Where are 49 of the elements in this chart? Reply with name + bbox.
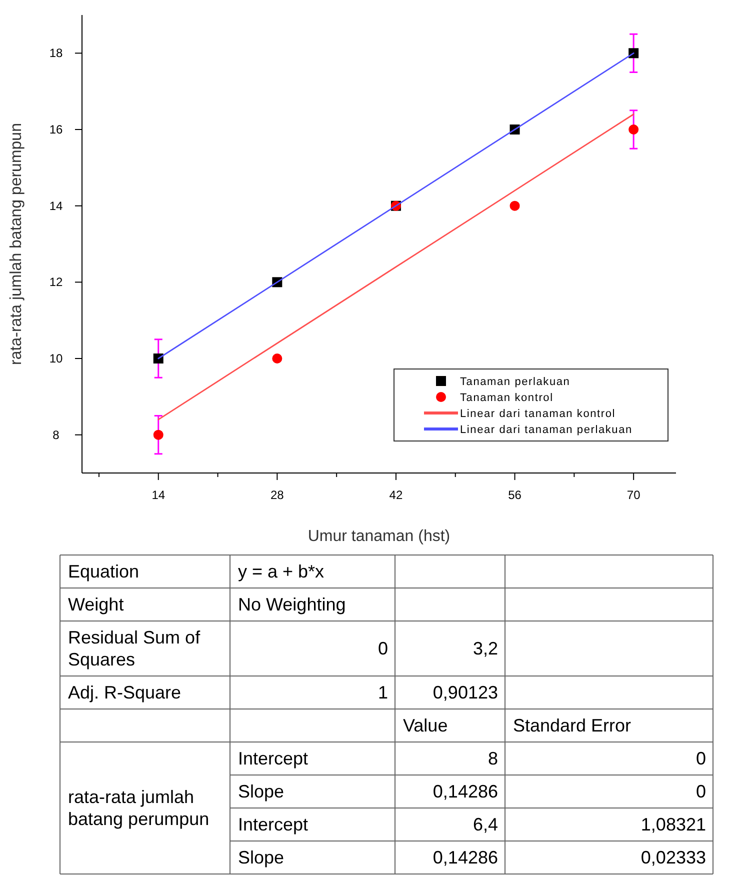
text: 6,4 [472,814,498,835]
text: No Weighting [238,594,346,615]
point [153,354,164,364]
point [628,48,639,58]
y-axis-title: rata-rata jumlah batang perumpun [8,123,25,365]
text: 0,02333 [640,848,706,868]
text: y = a + b*x [238,562,324,582]
point [153,430,164,440]
y-tick-label: 12 [49,275,63,290]
text: 0 [696,782,706,802]
text: 0,90123 [432,682,498,703]
x-tick-label: 14 [152,488,166,502]
y-tick-label: 10 [49,352,63,366]
line-series [158,114,634,420]
text: Slope [238,848,284,868]
text: Value [403,716,448,736]
text: 0 [696,748,706,769]
x-tick-label: 28 [270,488,284,502]
x-tick-label: 70 [626,488,641,502]
text: 0,14286 [432,782,498,802]
point [628,124,639,134]
legend-label: Tanaman kontrol [460,392,554,404]
y-tick-label: 16 [49,122,63,136]
x-tick-label: 56 [508,488,522,502]
y-tick-label: 8 [52,428,60,442]
text: Equation [68,562,140,582]
text: 8 [488,748,498,769]
text: 3,2 [472,638,498,659]
text: Slope [238,782,284,802]
text: Intercept [238,814,308,835]
legend-label: Tanaman perlakuan [460,376,570,388]
text: Weight [68,594,124,615]
text: Residual Sum of Squares [68,628,200,670]
legend-label: Linear dari tanaman kontrol [460,408,616,420]
text: 1 [378,682,388,703]
text: Adj. R-Square [68,682,182,703]
text: 0,14286 [432,848,498,868]
text: 1,08321 [640,814,706,835]
x-axis-title: Umur tanaman (hst) [308,528,450,545]
x-tick-label: 42 [389,488,403,502]
point [272,354,282,364]
text: 0 [378,638,388,659]
text: Standard Error [513,716,632,736]
text: rata-rata jumlah batang perumpun [68,787,210,830]
text: Intercept [238,748,308,769]
y-tick-label: 18 [49,46,63,60]
legend-label: Linear dari tanaman perlakuan [460,424,632,436]
y-tick-label: 14 [49,198,63,213]
point [510,200,520,211]
